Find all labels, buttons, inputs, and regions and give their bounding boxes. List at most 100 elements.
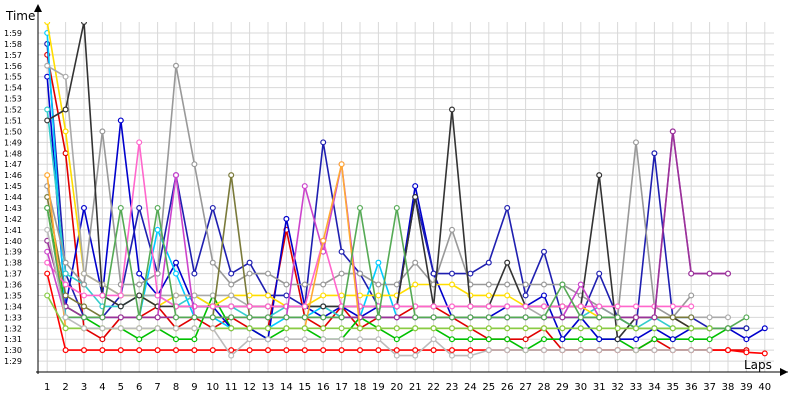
- data-point: [117, 303, 124, 310]
- data-point: [430, 270, 437, 277]
- series-group: [44, 226, 713, 359]
- x-tick-label: 33: [630, 382, 643, 393]
- y-tick-label: 1:46: [4, 171, 22, 180]
- x-tick-label: 20: [390, 382, 403, 393]
- data-point: [761, 325, 768, 332]
- x-tick-label: 37: [703, 382, 716, 393]
- data-point: [393, 204, 400, 211]
- data-point: [412, 259, 419, 266]
- data-point: [301, 183, 308, 190]
- data-point: [724, 347, 731, 354]
- x-tick-label: 40: [758, 382, 771, 393]
- data-point: [430, 325, 437, 332]
- data-point: [173, 325, 180, 332]
- data-point: [80, 270, 87, 277]
- data-point: [320, 303, 327, 310]
- data-point: [265, 292, 272, 299]
- data-point: [412, 183, 419, 190]
- data-point: [651, 347, 658, 354]
- data-point: [522, 325, 529, 332]
- x-tick-label: 9: [191, 382, 197, 393]
- axes: 1:29 1:30 1:31 1:32 1:33 1:34 1:351:36 1:37 1:38…: [4, 4, 788, 393]
- data-point: [338, 270, 345, 277]
- x-tick-label: 1: [44, 382, 50, 393]
- data-point: [504, 336, 511, 343]
- data-point: [504, 303, 511, 310]
- data-point: [62, 292, 69, 299]
- y-tick-label: 1:43: [4, 204, 22, 213]
- data-point: [191, 292, 198, 299]
- y-tick-label: 1:39: [4, 248, 22, 257]
- data-point: [688, 325, 695, 332]
- data-point: [136, 347, 143, 354]
- data-point: [540, 248, 547, 255]
- data-point: [80, 325, 87, 332]
- data-point: [265, 336, 272, 343]
- data-point: [44, 22, 51, 25]
- data-point: [393, 314, 400, 321]
- data-point: [577, 347, 584, 354]
- data-point: [577, 303, 584, 310]
- data-point: [320, 237, 327, 244]
- data-point: [596, 325, 603, 332]
- data-point: [265, 325, 272, 332]
- data-point: [320, 314, 327, 321]
- data-point: [632, 325, 639, 332]
- x-tick-label: 27: [519, 382, 532, 393]
- y-tick-label: 1:34: [4, 302, 22, 311]
- data-point: [173, 347, 180, 354]
- x-tick-label: 11: [225, 382, 238, 393]
- data-point: [522, 281, 529, 288]
- data-point: [301, 303, 308, 310]
- data-point: [246, 314, 253, 321]
- data-point: [540, 347, 547, 354]
- data-point: [283, 215, 290, 222]
- data-point: [596, 303, 603, 310]
- data-point: [375, 281, 382, 288]
- data-point: [209, 204, 216, 211]
- x-tick-label: 4: [99, 382, 105, 393]
- data-point: [209, 303, 216, 310]
- data-point: [485, 303, 492, 310]
- data-point: [430, 347, 437, 354]
- data-point: [80, 281, 87, 288]
- y-tick-label: 1:32: [4, 324, 22, 333]
- y-tick-label: 1:57: [4, 51, 22, 60]
- y-axis-arrow: [34, 4, 42, 12]
- data-point: [246, 292, 253, 299]
- data-point: [44, 270, 51, 277]
- data-point: [99, 336, 106, 343]
- data-point: [467, 270, 474, 277]
- data-point: [44, 226, 51, 233]
- data-point: [62, 73, 69, 80]
- data-point: [485, 347, 492, 354]
- x-tick-label: 18: [354, 382, 367, 393]
- data-point: [412, 281, 419, 288]
- data-point: [80, 204, 87, 211]
- data-point: [485, 292, 492, 299]
- data-point: [706, 270, 713, 277]
- data-point: [62, 259, 69, 266]
- y-tick-label: 1:35: [4, 291, 22, 300]
- data-point: [283, 347, 290, 354]
- series-group: [44, 62, 731, 321]
- data-point: [246, 336, 253, 343]
- data-point: [449, 270, 456, 277]
- y-tick-label: 1:41: [4, 226, 22, 235]
- y-tick-label: 1:42: [4, 215, 22, 224]
- data-point: [467, 303, 474, 310]
- data-point: [412, 347, 419, 354]
- x-tick-label: 2: [62, 382, 68, 393]
- data-point: [44, 204, 51, 211]
- data-point: [62, 106, 69, 113]
- data-point: [191, 270, 198, 277]
- data-point: [724, 325, 731, 332]
- x-tick-label: 14: [280, 382, 293, 393]
- data-point: [246, 325, 253, 332]
- data-point: [246, 347, 253, 354]
- data-point: [540, 303, 547, 310]
- data-point: [265, 347, 272, 354]
- x-tick-label: 13: [262, 382, 275, 393]
- data-point: [743, 336, 750, 343]
- data-point: [375, 336, 382, 343]
